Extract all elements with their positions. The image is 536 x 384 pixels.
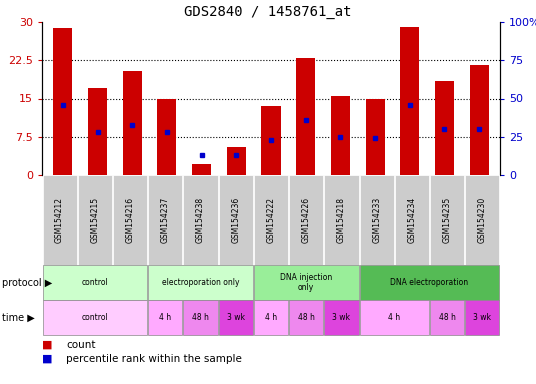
Bar bbox=[192, 164, 211, 175]
Bar bbox=[331, 96, 350, 175]
Text: GSM154215: GSM154215 bbox=[91, 197, 99, 243]
Bar bbox=[366, 99, 385, 175]
Text: 48 h: 48 h bbox=[439, 313, 456, 322]
Text: GSM154234: GSM154234 bbox=[407, 197, 416, 243]
Text: 3 wk: 3 wk bbox=[227, 313, 245, 322]
Bar bbox=[53, 28, 72, 175]
Text: 3 wk: 3 wk bbox=[473, 313, 492, 322]
Text: 4 h: 4 h bbox=[265, 313, 277, 322]
Bar bbox=[227, 147, 246, 175]
Bar bbox=[88, 88, 107, 175]
Text: GSM154218: GSM154218 bbox=[337, 197, 346, 243]
Bar bbox=[470, 65, 489, 175]
Text: ■: ■ bbox=[42, 340, 53, 350]
Text: GSM154212: GSM154212 bbox=[55, 197, 64, 243]
Bar bbox=[400, 27, 419, 175]
Text: GSM154235: GSM154235 bbox=[443, 197, 452, 243]
Text: protocol ▶: protocol ▶ bbox=[2, 278, 52, 288]
Text: GSM154222: GSM154222 bbox=[266, 197, 276, 243]
Text: GSM154226: GSM154226 bbox=[302, 197, 311, 243]
Text: control: control bbox=[81, 278, 108, 287]
Text: GSM154237: GSM154237 bbox=[161, 197, 170, 243]
Bar bbox=[435, 81, 454, 175]
Text: 48 h: 48 h bbox=[192, 313, 209, 322]
Text: GSM154238: GSM154238 bbox=[196, 197, 205, 243]
Text: ■: ■ bbox=[42, 354, 53, 364]
Text: DNA electroporation: DNA electroporation bbox=[390, 278, 468, 287]
Text: 4 h: 4 h bbox=[388, 313, 400, 322]
Text: time ▶: time ▶ bbox=[2, 313, 35, 323]
Text: GSM154233: GSM154233 bbox=[372, 197, 381, 243]
Text: percentile rank within the sample: percentile rank within the sample bbox=[66, 354, 242, 364]
Text: GSM154230: GSM154230 bbox=[478, 197, 487, 243]
Bar bbox=[158, 99, 176, 175]
Text: count: count bbox=[66, 340, 95, 350]
Bar bbox=[296, 58, 315, 175]
Text: 4 h: 4 h bbox=[159, 313, 172, 322]
Text: GSM154236: GSM154236 bbox=[231, 197, 240, 243]
Text: DNA injection
only: DNA injection only bbox=[280, 273, 332, 292]
Text: control: control bbox=[81, 313, 108, 322]
Text: GSM154216: GSM154216 bbox=[125, 197, 135, 243]
Text: 48 h: 48 h bbox=[298, 313, 315, 322]
Text: 3 wk: 3 wk bbox=[332, 313, 351, 322]
Bar bbox=[123, 71, 142, 175]
Text: GDS2840 / 1458761_at: GDS2840 / 1458761_at bbox=[184, 5, 352, 19]
Bar bbox=[262, 106, 280, 175]
Text: electroporation only: electroporation only bbox=[162, 278, 239, 287]
